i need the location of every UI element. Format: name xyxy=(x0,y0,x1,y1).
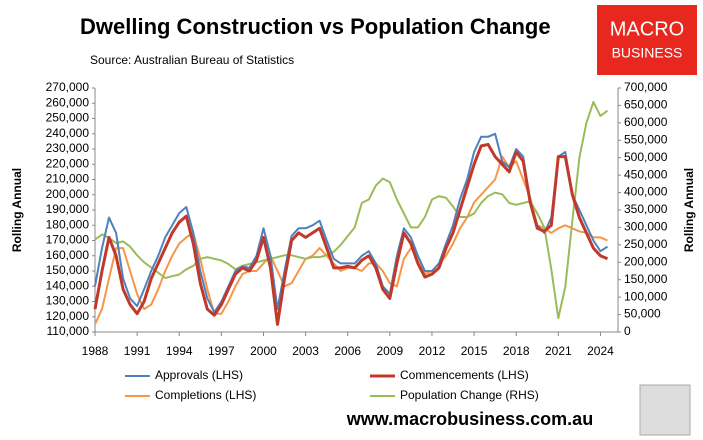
y-tick-label: 210,000 xyxy=(46,172,90,186)
series-line xyxy=(94,155,608,325)
x-tick-label: 2024 xyxy=(587,344,614,358)
y-tick-label: 110,000 xyxy=(47,324,90,338)
x-tick-label: 2006 xyxy=(334,344,361,358)
y-tick-label: 260,000 xyxy=(46,95,90,109)
legend-label: Completions (LHS) xyxy=(155,388,256,402)
footer-url: www.macrobusiness.com.au xyxy=(346,409,593,429)
y2-tick-label: 600,000 xyxy=(624,115,668,129)
y-tick-label: 200,000 xyxy=(46,187,90,201)
x-tick-label: 2021 xyxy=(545,344,572,358)
x-tick-label: 2003 xyxy=(292,344,319,358)
logo-icon xyxy=(639,384,691,436)
y2-tick-label: 650,000 xyxy=(624,98,668,112)
y-tick-label: 150,000 xyxy=(46,263,90,277)
y-tick-label: 180,000 xyxy=(46,217,90,231)
logo-box xyxy=(597,5,697,75)
legend-label: Approvals (LHS) xyxy=(155,368,243,382)
y2-tick-label: 50,000 xyxy=(624,307,661,321)
x-tick-label: 2018 xyxy=(503,344,530,358)
y-tick-label: 270,000 xyxy=(46,80,90,94)
y2-tick-label: 200,000 xyxy=(624,254,668,268)
y-tick-label: 170,000 xyxy=(46,233,90,247)
logo-text: BUSINESS xyxy=(612,45,683,61)
y-tick-label: 130,000 xyxy=(46,294,90,308)
chart-title: Dwelling Construction vs Population Chan… xyxy=(80,14,551,39)
y2-tick-label: 400,000 xyxy=(624,185,668,199)
series-line xyxy=(94,100,609,320)
x-tick-label: 1988 xyxy=(82,344,109,358)
y-tick-label: 250,000 xyxy=(46,111,90,125)
y2-tick-label: 500,000 xyxy=(624,150,668,164)
y2-tick-label: 0 xyxy=(624,324,631,338)
y2-tick-label: 450,000 xyxy=(624,167,668,181)
x-tick-label: 2015 xyxy=(461,344,488,358)
y2-tick-label: 700,000 xyxy=(624,80,668,94)
y-tick-label: 120,000 xyxy=(46,309,90,323)
y2-tick-label: 100,000 xyxy=(624,289,668,303)
y2-tick-label: 350,000 xyxy=(624,202,668,216)
y2-tick-label: 300,000 xyxy=(624,220,668,234)
y-tick-label: 190,000 xyxy=(46,202,90,216)
y-tick-label: 220,000 xyxy=(46,156,90,170)
x-tick-label: 2012 xyxy=(419,344,446,358)
x-tick-label: 1994 xyxy=(166,344,193,358)
y-axis-title: Rolling Annual xyxy=(10,168,24,252)
y2-tick-label: 250,000 xyxy=(624,237,668,251)
y-tick-label: 160,000 xyxy=(46,248,90,262)
x-tick-label: 2000 xyxy=(250,344,277,358)
legend-label: Population Change (RHS) xyxy=(400,388,539,402)
logo-text: MACRO xyxy=(610,18,684,40)
chart-subtitle: Source: Australian Bureau of Statistics xyxy=(90,53,294,67)
x-tick-label: 1997 xyxy=(208,344,235,358)
y-tick-label: 240,000 xyxy=(46,126,90,140)
legend-label: Commencements (LHS) xyxy=(400,368,529,382)
y2-tick-label: 550,000 xyxy=(624,132,668,146)
y-tick-label: 140,000 xyxy=(46,278,90,292)
x-tick-label: 2009 xyxy=(376,344,403,358)
y2-tick-label: 150,000 xyxy=(624,272,668,286)
series-line xyxy=(94,132,609,314)
x-tick-label: 1991 xyxy=(124,344,151,358)
y2-axis-title: Rolling Annual xyxy=(682,168,696,252)
y-tick-label: 230,000 xyxy=(46,141,90,155)
series-line xyxy=(93,142,609,326)
